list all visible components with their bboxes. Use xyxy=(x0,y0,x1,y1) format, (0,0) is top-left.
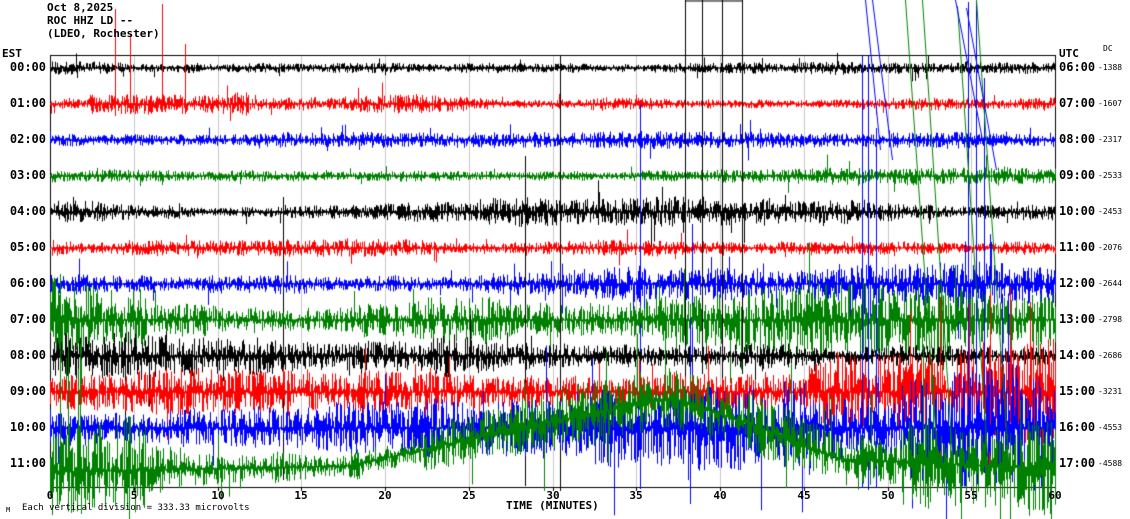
x-tick-label: 60 xyxy=(1048,489,1062,502)
utc-time-label: 12:00 xyxy=(1059,276,1096,290)
utc-time-label: 10:00 xyxy=(1059,204,1096,218)
dc-value-label: -1607 xyxy=(1098,99,1123,108)
x-tick-label: 30 xyxy=(546,489,560,502)
x-tick-label: 5 xyxy=(130,489,138,502)
est-time-label: 09:00 xyxy=(9,384,46,398)
x-tick-label: 20 xyxy=(378,489,392,502)
utc-time-label: 17:00 xyxy=(1059,456,1096,470)
x-tick-label: 45 xyxy=(797,489,811,502)
scale-prefix: M xyxy=(6,506,11,514)
est-time-label: 10:00 xyxy=(9,420,46,434)
left-axis-label: EST xyxy=(2,47,22,60)
est-time-label: 11:00 xyxy=(9,456,46,470)
utc-time-label: 08:00 xyxy=(1059,132,1096,146)
est-time-label: 03:00 xyxy=(9,168,46,182)
est-time-label: 06:00 xyxy=(9,276,46,290)
right-axis-label: UTC xyxy=(1059,47,1079,60)
utc-time-label: 06:00 xyxy=(1059,60,1096,74)
dc-value-label: -4553 xyxy=(1098,423,1123,432)
x-tick-label: 10 xyxy=(211,489,225,502)
dc-value-label: -2533 xyxy=(1098,171,1123,180)
x-tick-label: 40 xyxy=(713,489,727,502)
est-time-label: 05:00 xyxy=(9,240,46,254)
dc-value-label: -3231 xyxy=(1098,387,1123,396)
header-date: Oct 8,2025 xyxy=(47,1,114,14)
header-station: ROC HHZ LD -- xyxy=(47,14,134,27)
utc-time-label: 16:00 xyxy=(1059,420,1096,434)
utc-time-label: 07:00 xyxy=(1059,96,1096,110)
x-tick-label: 15 xyxy=(294,489,308,502)
x-tick-label: 25 xyxy=(462,489,476,502)
x-tick-label: 50 xyxy=(881,489,895,502)
x-axis-title: TIME (MINUTES) xyxy=(506,499,599,512)
scale-note: Each vertical division = 333.33 microvol… xyxy=(22,503,250,513)
utc-time-label: 09:00 xyxy=(1059,168,1096,182)
dc-value-label: -2686 xyxy=(1098,351,1123,360)
dc-axis-label: DC xyxy=(1103,44,1113,53)
utc-time-label: 14:00 xyxy=(1059,348,1096,362)
est-time-label: 04:00 xyxy=(9,204,46,218)
header-location: (LDEO, Rochester) xyxy=(47,27,160,40)
utc-time-label: 13:00 xyxy=(1059,312,1096,326)
dc-value-label: -2798 xyxy=(1098,315,1123,324)
utc-time-label: 15:00 xyxy=(1059,384,1096,398)
utc-time-label: 11:00 xyxy=(1059,240,1096,254)
est-time-label: 00:00 xyxy=(9,60,46,74)
est-time-label: 02:00 xyxy=(9,132,46,146)
est-time-label: 08:00 xyxy=(9,348,46,362)
dc-value-label: -2453 xyxy=(1098,207,1123,216)
dc-value-label: -2076 xyxy=(1098,243,1123,252)
est-time-label: 01:00 xyxy=(9,96,46,110)
dc-value-label: -2317 xyxy=(1098,135,1123,144)
est-time-label: 07:00 xyxy=(9,312,46,326)
dc-value-label: -4588 xyxy=(1098,459,1123,468)
x-tick-label: 35 xyxy=(629,489,643,502)
dc-value-label: -1388 xyxy=(1098,63,1123,72)
x-tick-label: 0 xyxy=(46,489,54,502)
dc-value-label: -2644 xyxy=(1098,279,1123,288)
x-tick-label: 55 xyxy=(964,489,978,502)
